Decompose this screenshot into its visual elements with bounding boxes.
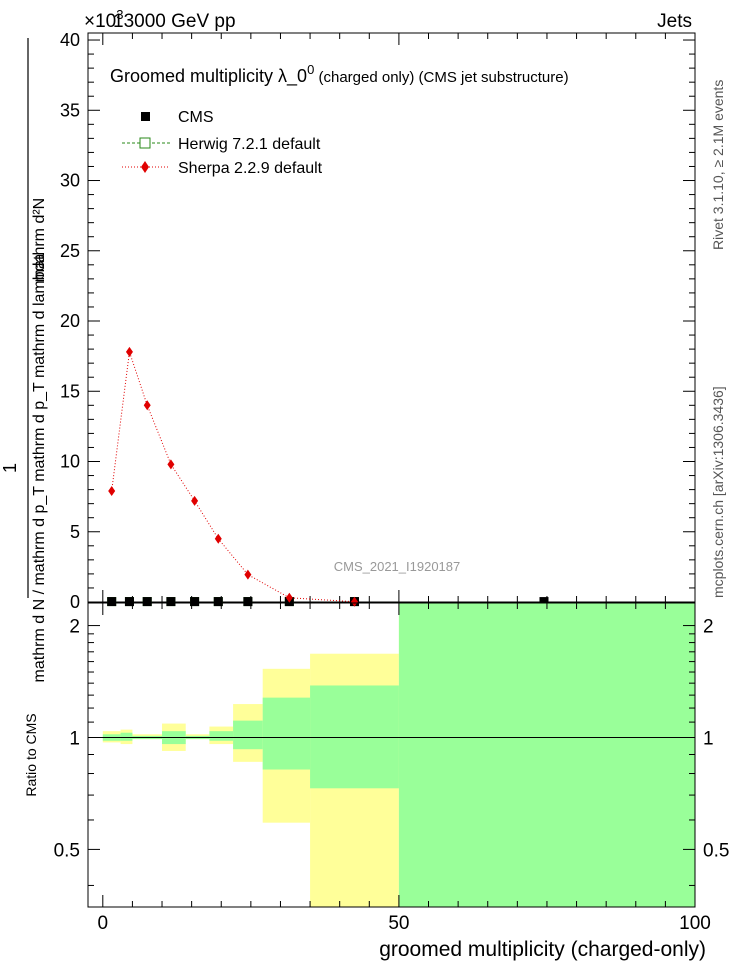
green-band [209,731,234,741]
sherpa-point [108,486,116,497]
cms-point [213,597,223,607]
mcplots-label: mcplots.cern.ch [arXiv:1306.3436] [710,386,726,598]
y-tick-label: 20 [60,311,80,331]
ratio-y-tick-label: 2 [69,617,80,638]
x-tick-label: 100 [679,913,711,934]
energy-label: 13000 GeV pp [113,11,236,32]
sherpa-point [143,400,151,411]
cms-point [539,597,549,607]
x-tick-label: 0 [98,913,109,934]
sherpa-point [285,592,293,603]
y-tick-label: 5 [70,522,80,542]
sherpa-point [350,596,358,607]
ratio-y-label: Ratio to CMS [23,713,39,796]
legend-sherpa-label: Sherpa 2.2.9 default [178,160,323,177]
cms-point [243,597,253,607]
legend-sherpa-marker [141,161,149,173]
legend-herwig-label: Herwig 7.2.1 default [178,136,321,153]
main-y-label: mathrm d²N 1 mathrm d N / mathrm d p_T m… [0,38,48,682]
y-tick-label: 0 [70,592,80,612]
cms-point [166,597,176,607]
rivet-label: Rivet 3.1.10, ≥ 2.1M events [710,80,726,250]
y-label-denominator: mathrm d N / mathrm d p_T mathrm d p_T m… [31,253,48,682]
y-label-top: mathrm d²N [31,198,48,282]
ratio-y-tick-label: 1 [69,728,80,749]
sherpa-point [125,346,133,357]
x-axis-label: groomed multiplicity (charged-only) [379,938,706,961]
y-tick-label: 35 [60,100,80,120]
ratio-y-tick-label-right: 2 [703,617,714,638]
green-band [398,603,695,907]
sherpa-point [167,459,175,470]
legend-herwig-marker [139,137,151,149]
exponent-label: ×103 [84,7,123,32]
sherpa-point [214,533,222,544]
green-band [120,732,133,741]
cms-point [124,597,134,607]
y-tick-label: 40 [60,30,80,50]
ratio-x-axis: 0 50 100 [98,603,711,934]
cms-point [107,597,117,607]
main-plot-panel: 0 5 10 15 20 25 30 35 40 Groomed multiplicity λ_… [0,30,696,682]
green-band [262,697,311,770]
cms-point [142,597,152,607]
cms-point [190,597,200,607]
legend: CMS Herwig 7.2.1 default Sherpa 2.2.9 de… [122,109,323,177]
ratio-y-tick-label-right: 0.5 [703,840,729,861]
sherpa-point [244,569,252,580]
green-band [233,720,263,750]
green-band [310,685,399,789]
ratio-y-tick-label: 0.5 [54,840,80,861]
y-label-numerator: 1 [0,463,20,473]
sherpa-point [191,495,199,506]
y-tick-label: 10 [60,452,80,472]
sherpa-line [111,351,355,603]
legend-cms-label: CMS [178,109,214,126]
ratio-bands [102,603,695,907]
x-tick-label: 50 [388,913,409,934]
main-y-axis: 0 5 10 15 20 25 30 35 40 [60,30,695,612]
legend-cms-marker [141,112,150,121]
plot-title: Groomed multiplicity λ_00 (charged only)… [110,62,569,87]
main-series [107,346,549,607]
main-plot-frame [87,32,696,603]
category-label: Jets [657,11,692,32]
analysis-id-label: CMS_2021_I1920187 [334,559,461,574]
y-tick-label: 15 [60,381,80,401]
y-tick-label: 25 [60,241,80,261]
y-tick-label: 30 [60,171,80,191]
ratio-y-tick-label-right: 1 [703,728,714,749]
ratio-y-axis: 0.5 0.5 1 1 2 2 [54,617,729,886]
ratio-plot-panel: 0.5 0.5 1 1 2 2 0 50 100 Ratio to CMS groomed m… [23,602,729,961]
